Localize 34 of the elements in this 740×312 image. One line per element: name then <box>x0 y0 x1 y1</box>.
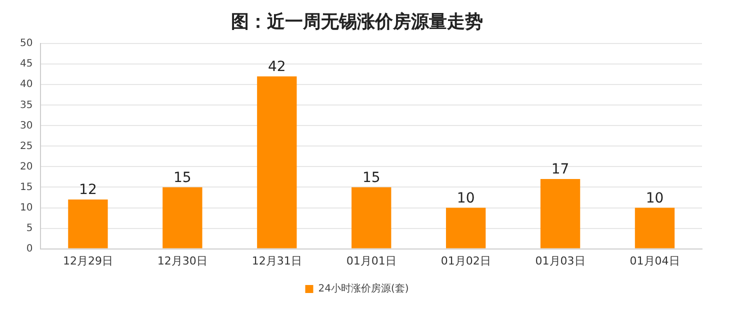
x-tick-label: 12月31日 <box>252 254 302 268</box>
y-tick-label: 35 <box>20 100 33 111</box>
data-label: 15 <box>362 170 380 186</box>
bar <box>540 179 580 248</box>
y-tick-label: 50 <box>20 38 33 50</box>
x-tick-label: 12月30日 <box>157 254 208 268</box>
x-tick-label: 01月03日 <box>535 254 586 268</box>
data-label: 10 <box>646 190 664 206</box>
y-tick-label: 40 <box>20 79 33 90</box>
bar <box>352 187 392 248</box>
x-tick-label: 01月04日 <box>630 254 680 268</box>
y-tick-label: 30 <box>20 120 33 132</box>
data-label: 17 <box>551 162 570 178</box>
data-label: 12 <box>79 182 97 198</box>
bar <box>446 208 486 248</box>
bar <box>257 76 297 248</box>
x-tick-label: 01月01日 <box>346 254 396 268</box>
y-tick-label: 0 <box>26 243 33 254</box>
y-tick-label: 15 <box>20 182 33 193</box>
y-tick-label: 5 <box>26 222 33 234</box>
data-label: 15 <box>174 170 192 186</box>
y-tick-label: 45 <box>20 58 33 70</box>
x-tick-label: 01月02日 <box>440 254 491 268</box>
bar <box>162 187 202 248</box>
data-label: 10 <box>456 190 475 206</box>
bar <box>68 200 108 248</box>
chart-title: 图：近一周无锡涨价房源量走势 <box>231 11 483 32</box>
data-label: 42 <box>268 59 286 76</box>
y-tick-label: 20 <box>20 161 33 172</box>
y-tick-label: 25 <box>20 140 33 152</box>
legend-label: 24小时涨价房源(套) <box>318 282 409 295</box>
x-tick-label: 12月29日 <box>62 254 113 268</box>
bar <box>634 208 675 248</box>
y-tick-label: 10 <box>20 202 33 214</box>
